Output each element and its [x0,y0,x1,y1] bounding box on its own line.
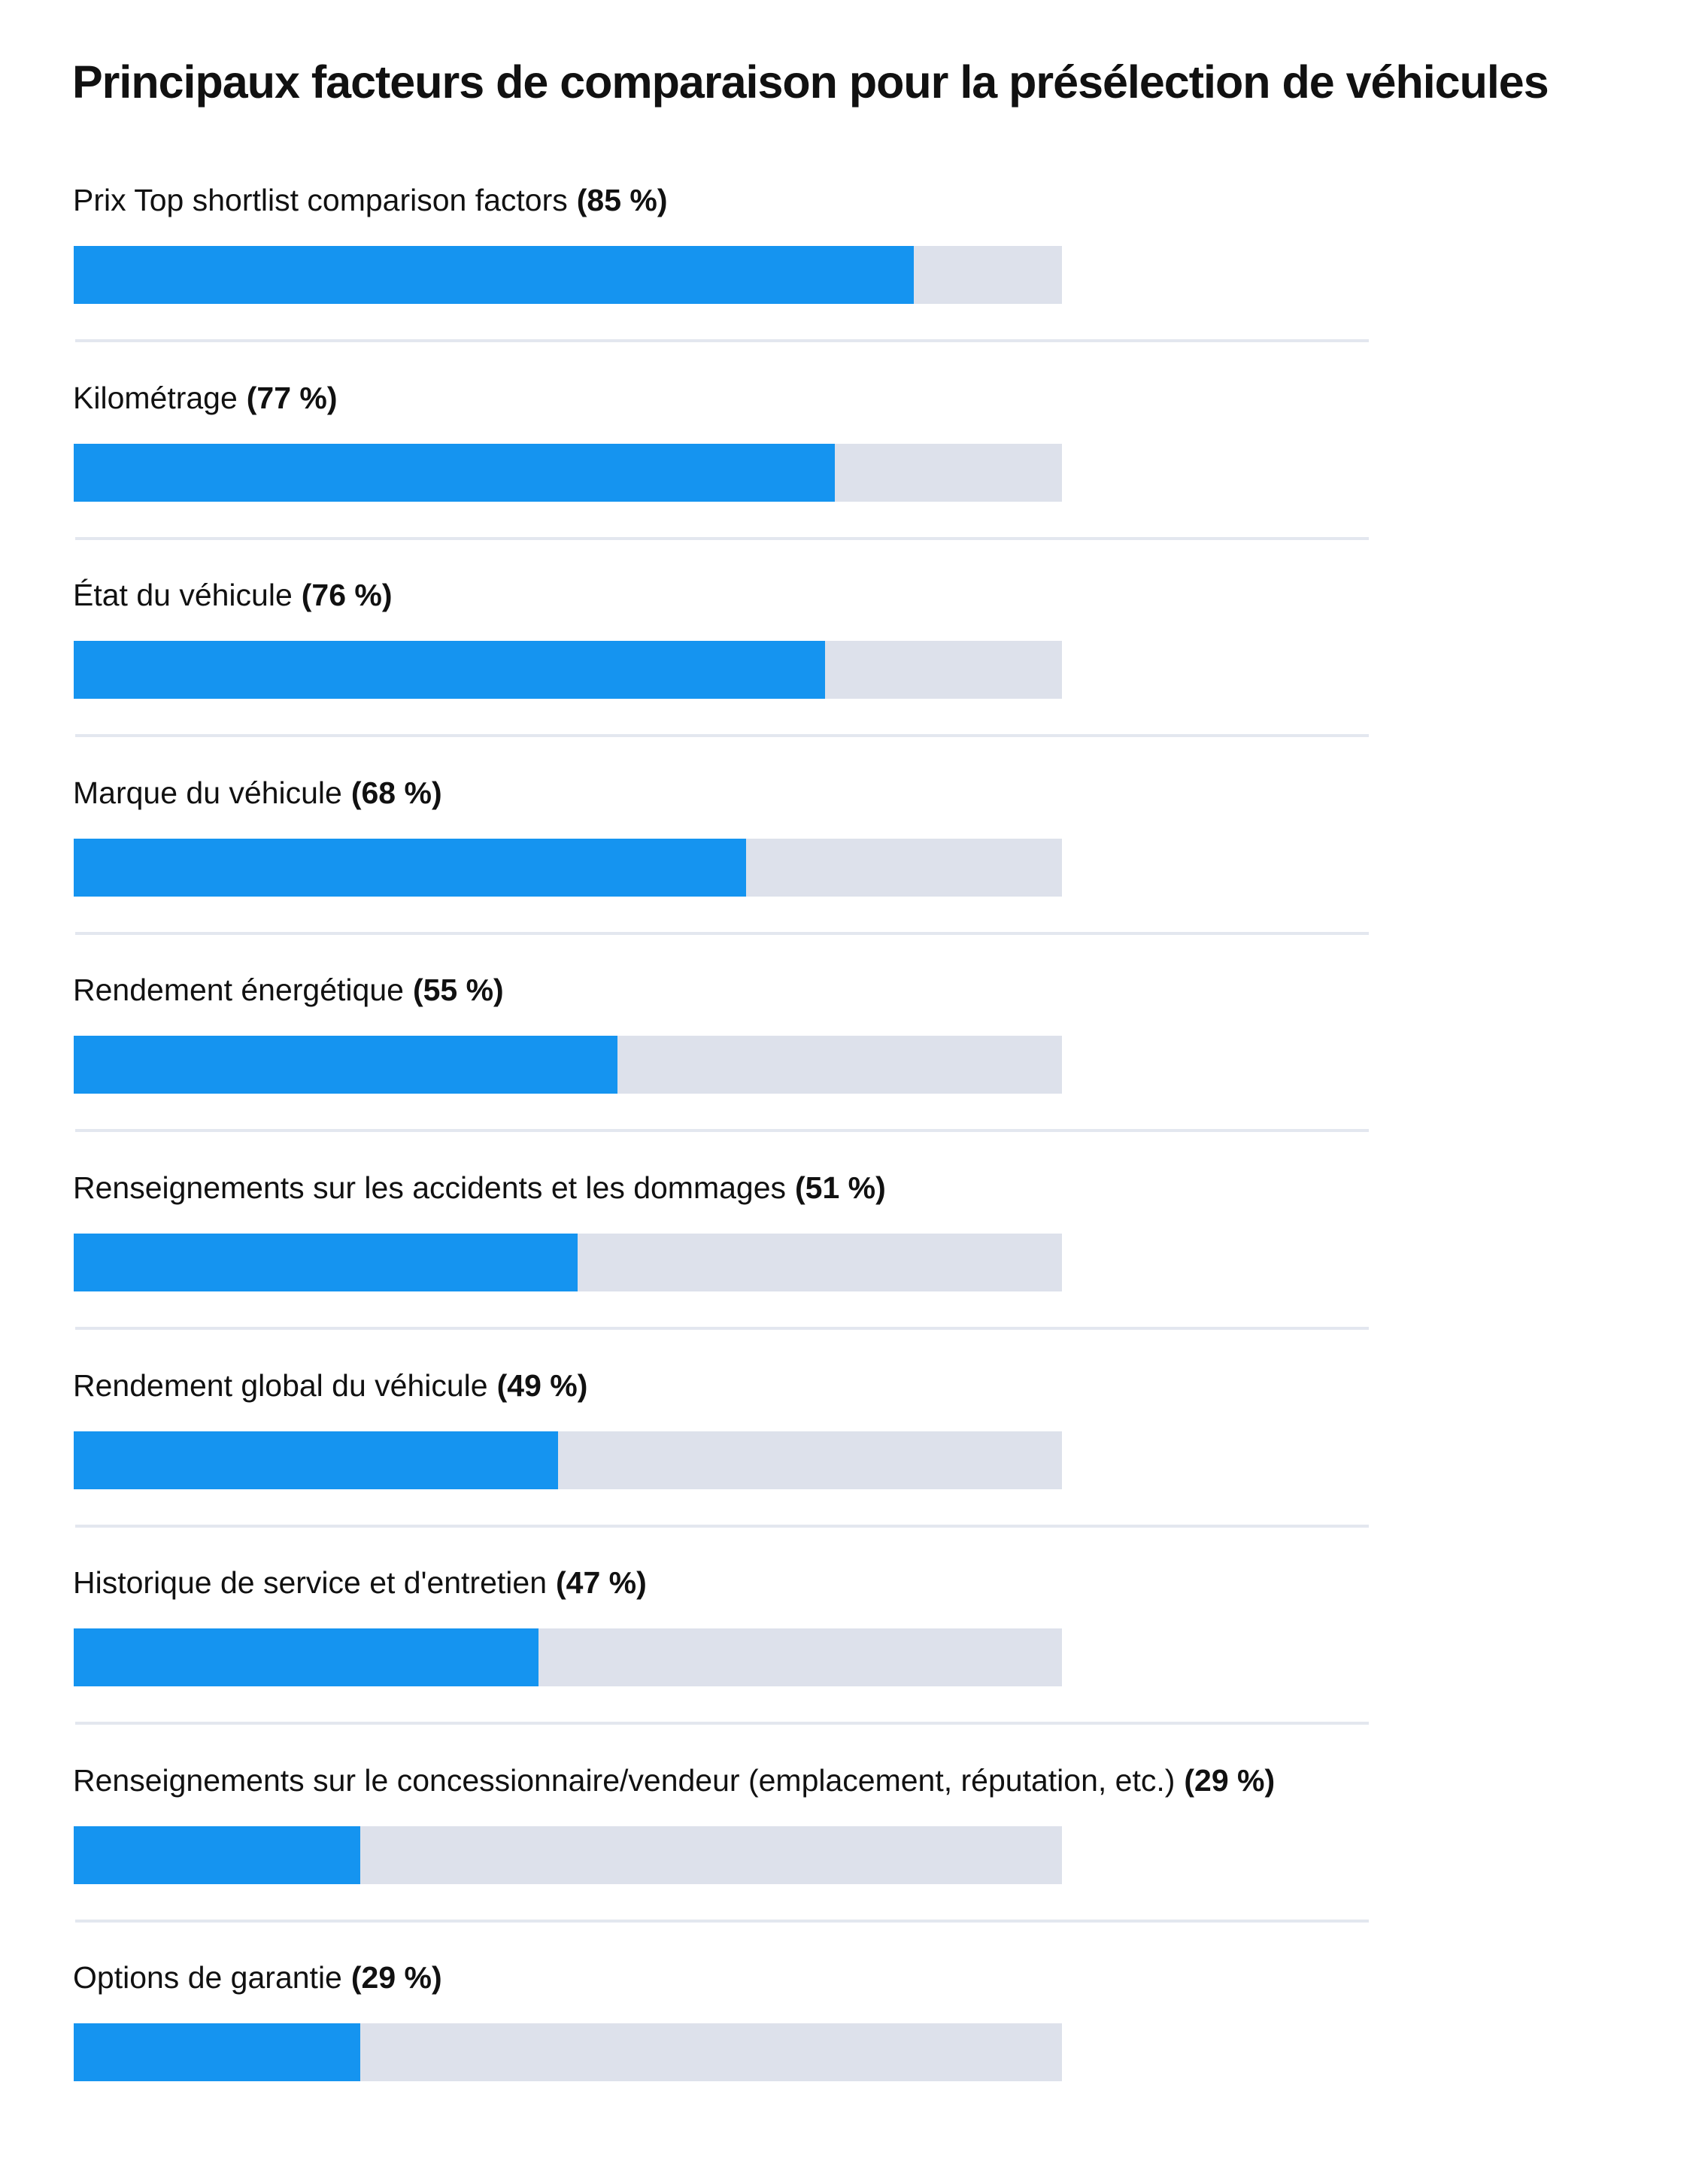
bar [74,1826,361,1884]
bar-label: Options de garantie (29 %) [73,1958,442,1997]
bar-value-label: (77 %) [246,380,338,415]
bar-value-label: (47 %) [556,1565,647,1601]
row-divider [75,339,1369,342]
bar-category-label: Rendement énergétique [73,973,404,1008]
bar-row: Prix Top shortlist comparison factors (85… [0,0,1708,342]
bar-value-label: (76 %) [301,578,393,613]
row-divider [75,1722,1369,1725]
bar [74,2023,361,2082]
bar-label: Historique de service et d'entretien (47 … [73,1563,647,1602]
row-divider [75,536,1369,540]
bar-row: Historique de service et d'entretien (47 … [0,1382,1708,1725]
bar-track [74,838,1062,897]
bar-value-label: (55 %) [412,973,504,1008]
bar-category-label: État du véhicule [73,578,293,613]
bar-track [74,443,1062,502]
bar-label: État du véhicule (76 %) [73,575,393,615]
bar-label: Renseignements sur les accidents et les … [73,1168,886,1207]
bar [74,443,835,502]
bar-track [74,1036,1062,1094]
bar-category-label: Kilométrage [73,380,238,415]
bar-label: Rendement global du véhicule (49 %) [73,1366,587,1405]
bar-category-label: Renseignements sur le concessionnaire/ve… [73,1762,1176,1798]
bar-value-label: (68 %) [350,775,442,810]
row-divider [75,931,1369,935]
bar [74,641,825,700]
bar-label: Kilométrage (77 %) [73,378,338,417]
bar-row: Renseignements sur le concessionnaire/ve… [0,1580,1708,1923]
bar-track [74,2023,1062,2082]
bar-category-label: Prix Top shortlist comparison factors [73,183,568,217]
bar-track [74,1826,1062,1884]
chart-title: Principaux facteurs de comparaison pour … [72,56,1549,108]
bar-category-label: Options de garantie [73,1960,342,1995]
bar-track [74,1628,1062,1687]
bar-value-label: (85 %) [576,183,668,217]
bar [74,1431,558,1489]
bar-label: Renseignements sur le concessionnaire/ve… [73,1761,1275,1800]
bar [74,838,746,897]
bar-track [74,1234,1062,1291]
bar [74,1036,617,1094]
bar-row: Options de garantie (29 %) [0,1777,1708,2082]
bar-value-label: (29 %) [350,1960,442,1995]
bar-track [74,641,1062,700]
bar-category-label: Rendement global du véhicule [73,1367,488,1403]
bar-label: Marque du véhicule (68 %) [73,773,442,812]
bar-track [74,246,1062,304]
row-divider [75,734,1369,738]
bar-value-label: (49 %) [496,1367,588,1403]
bar-row: Kilométrage (77 %) [0,198,1708,540]
bar-category-label: Marque du véhicule [73,775,342,810]
bar [74,1234,578,1291]
row-divider [75,1524,1369,1528]
bar-track [74,1431,1062,1489]
bar-label: Prix Top shortlist comparison factors (85… [73,181,668,220]
row-divider [75,1129,1369,1133]
bar-value-label: (51 %) [795,1170,886,1205]
bar-row: Renseignements sur les accidents et les … [0,988,1708,1330]
bar-category-label: Historique de service et d'entretien [73,1565,547,1601]
bar-row: État du véhicule (76 %) [0,395,1708,738]
bar [74,1628,538,1687]
bar-row: Marque du véhicule (68 %) [0,593,1708,935]
row-divider [75,1327,1369,1330]
bar-row: Rendement global du véhicule (49 %) [0,1185,1708,1528]
row-divider [75,1919,1369,1923]
bar [74,246,914,304]
bar-value-label: (29 %) [1184,1762,1276,1798]
bar-label: Rendement énergétique (55 %) [73,970,504,1009]
bar-row: Rendement énergétique (55 %) [0,790,1708,1133]
bar-category-label: Renseignements sur les accidents et les … [73,1170,787,1205]
